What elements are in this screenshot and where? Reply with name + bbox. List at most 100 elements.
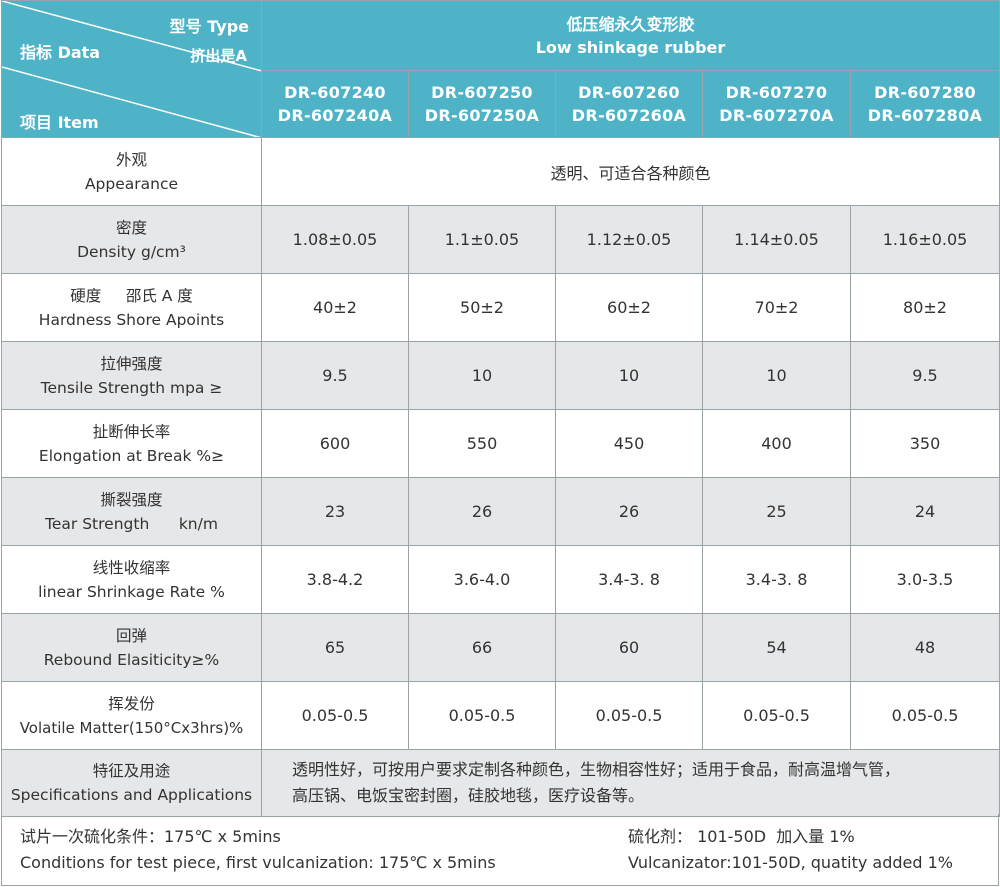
value-cell: 24 [849,477,1000,546]
item-name-en: Appearance [84,174,179,193]
value-cell: 60 [555,613,703,682]
value-cell: 1.08±0.05 [261,205,409,274]
row-rebound: 回弹 Rebound Elasiticity≥% 65 66 60 54 48 [1,613,1000,682]
item-name-en: Volatile Matter(150°Cx3hrs)% [19,718,244,737]
spec-table: 型号 Type 挤出是A 指标 Data 项目 Item 低压缩永久变形胶 Lo… [1,0,1000,817]
item-name-cell: 挥发份 Volatile Matter(150°Cx3hrs)% [1,681,262,750]
item-name-en: Elongation at Break %≥ [38,446,225,465]
row-tear-strength: 撕裂强度 Tear Strength kn/m 23 26 26 25 24 [1,477,1000,546]
row-specifications: 特征及用途 Specifications and Applications 透明… [1,749,1000,817]
item-name-zh: 拉伸强度 [100,354,163,373]
item-name-zh: 扯断伸长率 [92,422,171,441]
extrude-label: 挤出是A [190,47,247,65]
value-cell: 0.05-0.5 [555,681,703,750]
value-cell: 3.6-4.0 [408,545,556,614]
item-name-zh: 特征及用途 [92,762,171,780]
row-tensile-strength: 拉伸强度 Tensile Strength mpa ≥ 9.5 10 10 10… [1,341,1000,410]
specifications-line-1: 透明性好，可按用户要求定制各种颜色，生物相容性好；适用于食品，耐高温增气管， [292,760,901,779]
value-cell: 26 [555,477,703,546]
item-name-zh: 挥发份 [108,694,155,713]
value-cell: 50±2 [408,273,556,342]
model-code: DR-607280 [874,83,976,102]
product-name-zh: 低压缩永久变形胶 [566,14,695,34]
vulcanizator-info: 硫化剂： 101-50D 加入量 1% Vulcanizator:101-50D… [628,824,953,876]
footer-box [1,814,999,886]
item-name-zh: 撕裂强度 [100,490,163,509]
value-cell: 25 [702,477,851,546]
item-name-zh: 密度 [115,218,147,237]
row-hardness: 硬度 邵氏 A 度 Hardness Shore Apoints 40±2 50… [1,273,1000,342]
header-corner-cell: 型号 Type 挤出是A 指标 Data 项目 Item [1,0,262,138]
item-name-zh: 外观 [115,150,147,169]
value-cell: 550 [408,409,556,478]
value-cell: 9.5 [849,341,1000,410]
value-cell: 48 [849,613,1000,682]
value-cell: 400 [702,409,851,478]
item-name-zh: 硬度 邵氏 A 度 [70,286,193,305]
data-label: 指标 Data [20,43,101,62]
model-code-a: DR-607250A [424,106,540,125]
value-cell: 0.05-0.5 [261,681,409,750]
item-name-cell: 回弹 Rebound Elasiticity≥% [1,613,262,682]
row-density: 密度 Density g/cm³ 1.08±0.05 1.1±0.05 1.12… [1,205,1000,274]
value-cell: 600 [261,409,409,478]
value-cell: 450 [555,409,703,478]
model-cell: DR-607280 DR-607280A [849,70,1000,138]
row-linear-shrinkage: 线性收缩率 linear Shrinkage Rate % 3.8-4.2 3.… [1,545,1000,614]
item-name-cell: 扯断伸长率 Elongation at Break %≥ [1,409,262,478]
value-cell: 3.4-3. 8 [702,545,851,614]
model-cell: DR-607260 DR-607260A [555,70,703,138]
value-cell: 0.05-0.5 [408,681,556,750]
value-cell: 40±2 [261,273,409,342]
item-label: 项目 Item [20,113,99,132]
header-row-product: 型号 Type 挤出是A 指标 Data 项目 Item 低压缩永久变形胶 Lo… [1,0,1000,138]
value-cell: 1.12±0.05 [555,205,703,274]
specifications-line-2: 高压锅、电饭宝密封圈，硅胶地毯，医疗设备等。 [292,786,645,805]
value-cell: 9.5 [261,341,409,410]
value-cell: 0.05-0.5 [849,681,1000,750]
product-name-en: Low shinkage rubber [535,37,726,57]
item-name-cell: 外观 Appearance [1,137,262,206]
model-code-a: DR-607280A [867,106,983,125]
value-cell: 10 [555,341,703,410]
item-name-cell: 线性收缩率 linear Shrinkage Rate % [1,545,262,614]
item-name-en: Density g/cm³ [77,242,186,261]
specifications-text: 透明性好，可按用户要求定制各种颜色，生物相容性好；适用于食品，耐高温增气管， 高… [260,749,1000,817]
test-conditions: 试片一次硫化条件：175℃ x 5mins Conditions for tes… [20,824,496,876]
value-cell: 66 [408,613,556,682]
item-name-en: linear Shrinkage Rate % [38,582,225,601]
value-cell: 1.1±0.05 [408,205,556,274]
model-cell: DR-607270 DR-607270A [702,70,851,138]
item-name-cell: 撕裂强度 Tear Strength kn/m [1,477,262,546]
item-name-en: Hardness Shore Apoints [38,310,225,329]
value-cell: 23 [261,477,409,546]
product-name-cell: 低压缩永久变形胶 Low shinkage rubber [260,0,1000,71]
model-code: DR-607270 [725,83,828,102]
corner-diagonal-lines [2,1,261,137]
model-cell: DR-607240 DR-607240A [261,70,409,138]
item-name-cell: 硬度 邵氏 A 度 Hardness Shore Apoints [1,273,262,342]
header-row-models: DR-607240 DR-607240A DR-607250 DR-607250… [2,70,1000,138]
model-code-a: DR-607270A [719,106,834,125]
value-cell: 3.4-3. 8 [555,545,703,614]
test-conditions-zh: 试片一次硫化条件：175℃ x 5mins [20,827,281,846]
model-cell: DR-607250 DR-607250A [408,70,556,138]
item-name-cell: 拉伸强度 Tensile Strength mpa ≥ [1,341,262,410]
value-cell: 350 [849,409,1000,478]
value-cell: 10 [702,341,851,410]
row-elongation: 扯断伸长率 Elongation at Break %≥ 600 550 450… [1,409,1000,478]
value-cell: 3.0-3.5 [849,545,1000,614]
vulcanizator-zh: 硫化剂： 101-50D 加入量 1% [628,827,855,846]
value-cell: 1.16±0.05 [849,205,1000,274]
value-cell: 10 [408,341,556,410]
type-label: 型号 Type [169,17,249,36]
row-volatile-matter: 挥发份 Volatile Matter(150°Cx3hrs)% 0.05-0.… [1,681,1000,750]
row-appearance: 外观 Appearance 透明、可适合各种颜色 [1,137,1000,206]
value-cell: 80±2 [849,273,1000,342]
value-cell: 1.14±0.05 [702,205,851,274]
model-code-a: DR-607260A [571,106,687,125]
item-name-cell: 特征及用途 Specifications and Applications [1,749,262,817]
model-code-a: DR-607240A [277,106,393,125]
appearance-value: 透明、可适合各种颜色 [260,137,1000,206]
